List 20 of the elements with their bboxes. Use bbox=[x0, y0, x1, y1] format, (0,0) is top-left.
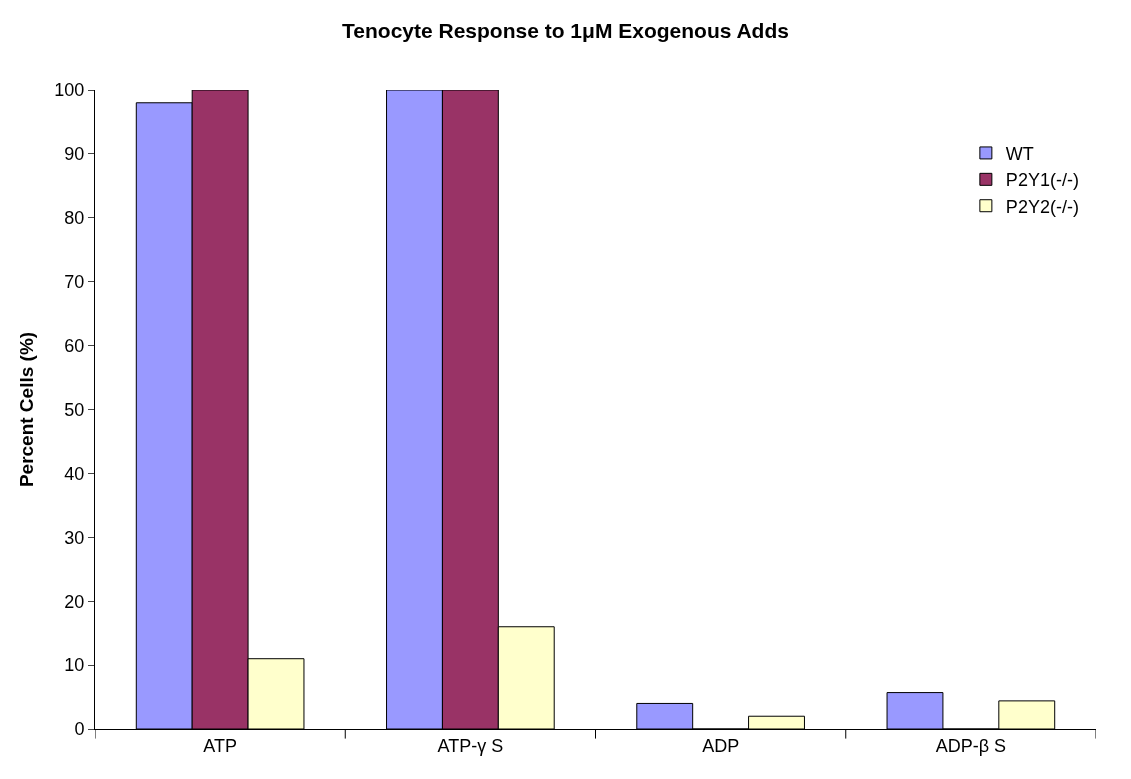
x-tick-label: ADP bbox=[702, 735, 740, 756]
x-tick-label: ADP-β S bbox=[935, 735, 1007, 756]
y-tick-label: 100 bbox=[54, 80, 85, 101]
y-tick-label: 0 bbox=[74, 719, 85, 740]
chart-title: Tenocyte Response to 1μM Exogenous Adds bbox=[342, 19, 789, 43]
legend-label: P2Y1(-/-) bbox=[1005, 170, 1079, 191]
y-tick-label: 60 bbox=[64, 335, 85, 356]
y-tick-label: 80 bbox=[64, 208, 85, 229]
y-tick-label: 70 bbox=[64, 272, 85, 292]
y-tick-label: 30 bbox=[64, 527, 85, 548]
x-tick-label: ATP bbox=[203, 735, 237, 756]
y-axis-title: Percent Cells (%) bbox=[16, 331, 38, 488]
y-tick-label: 20 bbox=[64, 591, 85, 612]
y-tick-label: 10 bbox=[64, 655, 85, 676]
legend-label: P2Y2(-/-) bbox=[1005, 196, 1079, 217]
y-tick-label: 90 bbox=[64, 144, 85, 165]
y-tick-label: 40 bbox=[64, 463, 85, 484]
x-tick-label: ATP-γ S bbox=[437, 735, 504, 756]
legend-label: WT bbox=[1005, 143, 1034, 164]
y-tick-label: 50 bbox=[64, 399, 85, 420]
